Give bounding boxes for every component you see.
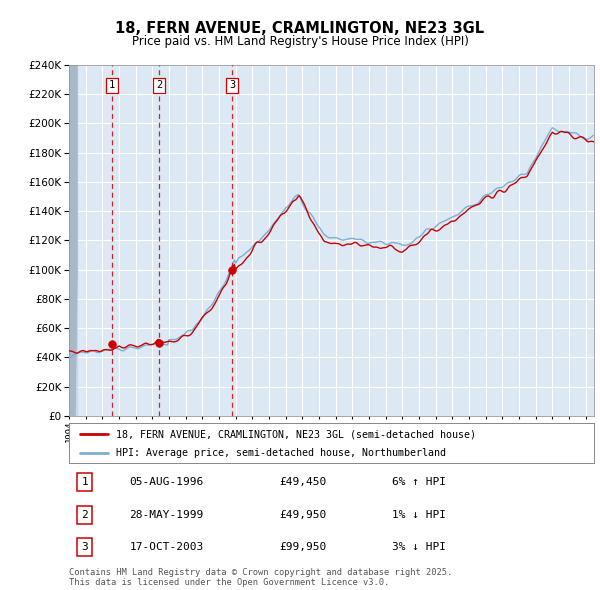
Text: Contains HM Land Registry data © Crown copyright and database right 2025.
This d: Contains HM Land Registry data © Crown c…: [69, 568, 452, 587]
Text: 1: 1: [82, 477, 88, 487]
Text: 18, FERN AVENUE, CRAMLINGTON, NE23 3GL (semi-detached house): 18, FERN AVENUE, CRAMLINGTON, NE23 3GL (…: [116, 430, 476, 440]
Text: 1% ↓ HPI: 1% ↓ HPI: [392, 510, 446, 520]
Text: Price paid vs. HM Land Registry's House Price Index (HPI): Price paid vs. HM Land Registry's House …: [131, 35, 469, 48]
Text: 2: 2: [156, 80, 162, 90]
Text: 3: 3: [229, 80, 235, 90]
Text: 3% ↓ HPI: 3% ↓ HPI: [392, 542, 446, 552]
Text: 6% ↑ HPI: 6% ↑ HPI: [392, 477, 446, 487]
Text: 28-MAY-1999: 28-MAY-1999: [130, 510, 203, 520]
Text: 17-OCT-2003: 17-OCT-2003: [130, 542, 203, 552]
Text: HPI: Average price, semi-detached house, Northumberland: HPI: Average price, semi-detached house,…: [116, 448, 446, 458]
Text: 3: 3: [82, 542, 88, 552]
Text: 18, FERN AVENUE, CRAMLINGTON, NE23 3GL: 18, FERN AVENUE, CRAMLINGTON, NE23 3GL: [115, 21, 485, 35]
Text: £99,950: £99,950: [279, 542, 326, 552]
Text: £49,450: £49,450: [279, 477, 326, 487]
Text: 2: 2: [82, 510, 88, 520]
Text: 1: 1: [109, 80, 115, 90]
Text: 05-AUG-1996: 05-AUG-1996: [130, 477, 203, 487]
Polygon shape: [69, 65, 77, 416]
Text: £49,950: £49,950: [279, 510, 326, 520]
